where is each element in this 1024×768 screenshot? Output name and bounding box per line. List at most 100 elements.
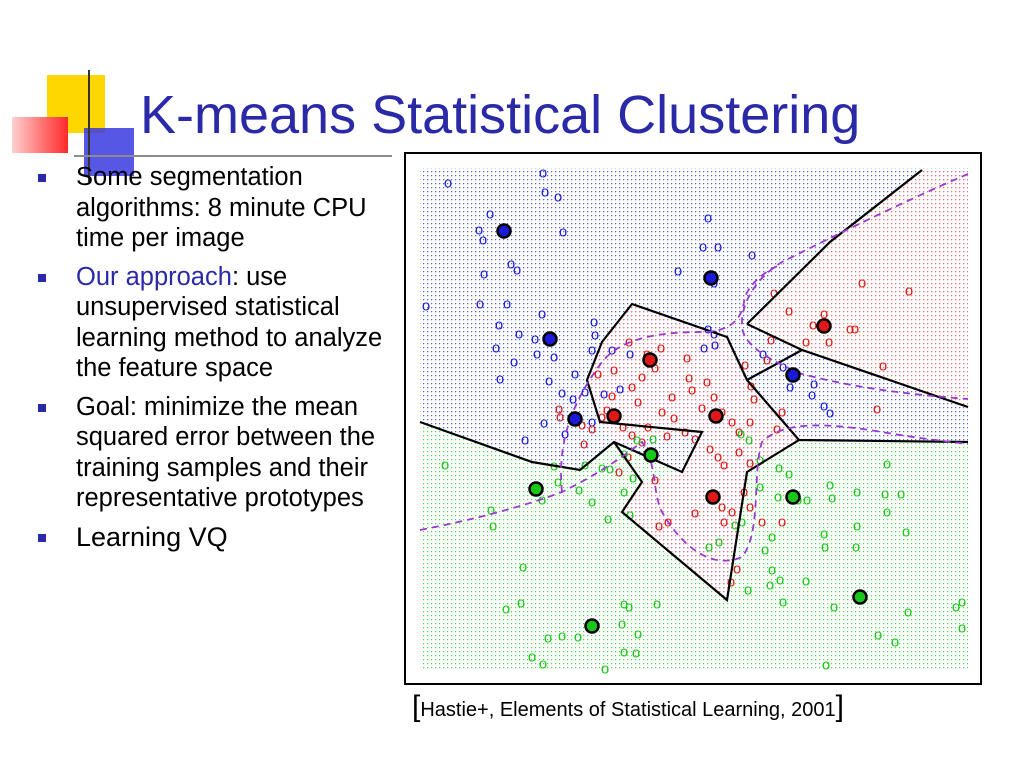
data-point-blue: o <box>826 405 834 422</box>
data-point-green: o <box>715 534 723 551</box>
bullet-list: Some segmentation algorithms: 8 minute C… <box>36 162 396 560</box>
data-point-green: o <box>528 649 536 666</box>
data-point-green: o <box>554 474 562 491</box>
data-point-blue: o <box>674 263 682 280</box>
data-point-blue: o <box>475 222 483 239</box>
data-point-green: o <box>737 426 745 443</box>
data-point-blue: o <box>480 266 488 283</box>
data-point-red: o <box>750 391 758 408</box>
data-point-green: o <box>517 595 525 612</box>
data-point-green: o <box>761 542 769 559</box>
data-point-red: o <box>628 379 636 396</box>
data-point-green: o <box>544 630 552 647</box>
data-point-green: o <box>745 432 753 449</box>
data-point-blue: o <box>559 224 567 241</box>
data-point-blue: o <box>748 247 756 264</box>
data-point-red: o <box>638 369 646 386</box>
bullet-item: Learning VQ <box>36 522 396 553</box>
citation-text: Hastie+, Elements of Statistical Learnin… <box>420 699 836 721</box>
data-point-blue: o <box>479 232 487 249</box>
data-point-blue: o <box>476 296 484 313</box>
data-point-red: o <box>873 401 881 418</box>
bullet-item: Goal: minimize the mean squared error be… <box>36 392 396 514</box>
data-point-blue: o <box>492 340 500 357</box>
data-point-blue: o <box>515 326 523 343</box>
data-point-green: o <box>904 604 912 621</box>
data-point-blue: o <box>496 371 504 388</box>
data-point-blue: o <box>444 175 452 192</box>
data-point-red: o <box>802 334 810 351</box>
data-point-red: o <box>624 449 632 466</box>
data-point-green: o <box>828 490 836 507</box>
data-point-green: o <box>820 526 828 543</box>
data-point-red: o <box>588 421 596 438</box>
data-point-red: o <box>773 421 781 438</box>
data-point-green: o <box>598 460 606 477</box>
decor-horizontal-line <box>74 155 392 157</box>
data-point-red: o <box>688 382 696 399</box>
data-point-blue: o <box>571 366 579 383</box>
data-point-blue: o <box>541 184 549 201</box>
cluster-center-red <box>816 318 832 334</box>
cluster-center-red <box>606 408 622 424</box>
data-point-blue: o <box>626 346 634 363</box>
data-point-green: o <box>756 479 764 496</box>
data-point-green: o <box>897 486 905 503</box>
data-point-green: o <box>744 582 752 599</box>
data-point-red: o <box>720 457 728 474</box>
cluster-center-blue <box>785 367 801 383</box>
data-point-red: o <box>651 360 659 377</box>
data-point-red: o <box>594 366 602 383</box>
data-point-red: o <box>714 449 722 466</box>
data-point-green: o <box>952 599 960 616</box>
data-point-red: o <box>746 455 754 472</box>
data-point-red: o <box>758 514 766 531</box>
data-point-green: o <box>575 482 583 499</box>
data-point-red: o <box>728 504 736 521</box>
data-point-green: o <box>802 573 810 590</box>
data-point-green: o <box>756 452 764 469</box>
data-point-blue: o <box>591 327 599 344</box>
data-point-blue: o <box>507 256 515 273</box>
slide-title: K-means Statistical Clustering <box>140 85 861 145</box>
cluster-center-blue <box>703 270 719 286</box>
data-point-red: o <box>728 414 736 431</box>
data-point-green: o <box>881 486 889 503</box>
data-point-green: o <box>776 572 784 589</box>
data-point-red: o <box>608 388 616 405</box>
decor-red-bar <box>12 117 68 153</box>
bullet-highlight: Our approach <box>76 262 232 291</box>
data-point-blue: o <box>600 386 608 403</box>
data-point-red: o <box>698 400 706 417</box>
data-point-green: o <box>632 645 640 662</box>
data-point-green: o <box>852 539 860 556</box>
data-point-green: o <box>588 494 596 511</box>
bullet-square-icon <box>38 403 46 412</box>
data-point-blue: o <box>495 317 503 334</box>
cluster-center-green <box>785 489 801 505</box>
kmeans-boundary-link <box>746 323 803 351</box>
bullet-text: Some segmentation algorithms: 8 minute C… <box>76 163 367 252</box>
cluster-center-blue <box>542 331 558 347</box>
data-point-green: o <box>558 628 566 645</box>
data-point-blue: o <box>533 346 541 363</box>
data-point-green: o <box>874 627 882 644</box>
data-point-blue: o <box>550 349 558 366</box>
data-point-green: o <box>731 517 739 534</box>
data-point-green: o <box>441 457 449 474</box>
data-point-green: o <box>705 539 713 556</box>
data-point-blue: o <box>820 398 828 415</box>
data-point-blue: o <box>588 342 596 359</box>
data-point-green: o <box>853 518 861 535</box>
bullet-text: : use unsupervised statistical learning … <box>76 262 383 383</box>
data-point-blue: o <box>710 326 718 343</box>
cluster-center-blue <box>496 223 512 239</box>
data-point-red: o <box>727 574 735 591</box>
data-point-red: o <box>733 561 741 578</box>
data-point-blue: o <box>538 306 546 323</box>
data-point-red: o <box>741 357 749 374</box>
data-point-blue: o <box>699 239 707 256</box>
data-point-green: o <box>502 601 510 618</box>
data-point-green: o <box>620 596 628 613</box>
